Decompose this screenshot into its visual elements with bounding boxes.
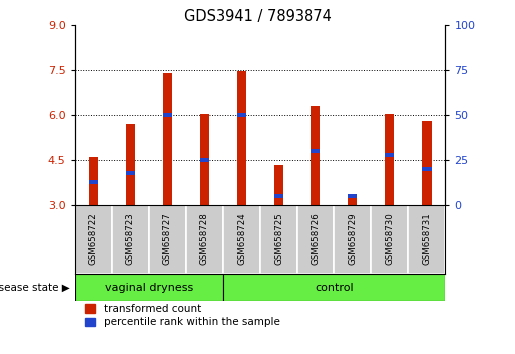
Bar: [237, 72, 246, 205]
Text: GSM658724: GSM658724: [237, 212, 246, 265]
Bar: [223, 274, 445, 301]
Bar: [75, 274, 223, 301]
Text: control: control: [315, 282, 353, 293]
Bar: [274, 165, 283, 205]
Bar: [112, 205, 149, 274]
Bar: [348, 196, 357, 205]
Text: GSM658722: GSM658722: [89, 212, 98, 265]
Text: vaginal dryness: vaginal dryness: [105, 282, 193, 293]
Bar: [163, 73, 172, 205]
Text: GDS3941 / 7893874: GDS3941 / 7893874: [183, 9, 332, 24]
Bar: [348, 194, 357, 198]
Bar: [408, 205, 445, 274]
Bar: [422, 167, 432, 171]
Bar: [126, 124, 135, 205]
Text: GSM658725: GSM658725: [274, 212, 283, 265]
Text: GSM658727: GSM658727: [163, 212, 172, 265]
Text: disease state ▶: disease state ▶: [0, 282, 70, 293]
Text: GSM658729: GSM658729: [348, 212, 357, 265]
Bar: [371, 205, 408, 274]
Bar: [311, 106, 320, 205]
Bar: [149, 205, 186, 274]
Bar: [89, 157, 98, 205]
Bar: [237, 113, 246, 117]
Bar: [223, 205, 260, 274]
Legend: transformed count, percentile rank within the sample: transformed count, percentile rank withi…: [85, 304, 280, 327]
Bar: [334, 205, 371, 274]
Text: GSM658730: GSM658730: [385, 212, 394, 265]
Bar: [163, 113, 172, 117]
Bar: [311, 149, 320, 153]
Bar: [385, 153, 394, 157]
Bar: [200, 158, 209, 162]
Bar: [385, 114, 394, 205]
Bar: [422, 121, 432, 205]
Bar: [274, 194, 283, 198]
Bar: [186, 205, 223, 274]
Text: GSM658726: GSM658726: [311, 212, 320, 265]
Bar: [200, 114, 209, 205]
Bar: [89, 180, 98, 184]
Text: GSM658731: GSM658731: [422, 212, 432, 265]
Bar: [260, 205, 297, 274]
Bar: [126, 171, 135, 175]
Text: GSM658728: GSM658728: [200, 212, 209, 265]
Bar: [297, 205, 334, 274]
Bar: [75, 205, 112, 274]
Text: GSM658723: GSM658723: [126, 212, 135, 265]
